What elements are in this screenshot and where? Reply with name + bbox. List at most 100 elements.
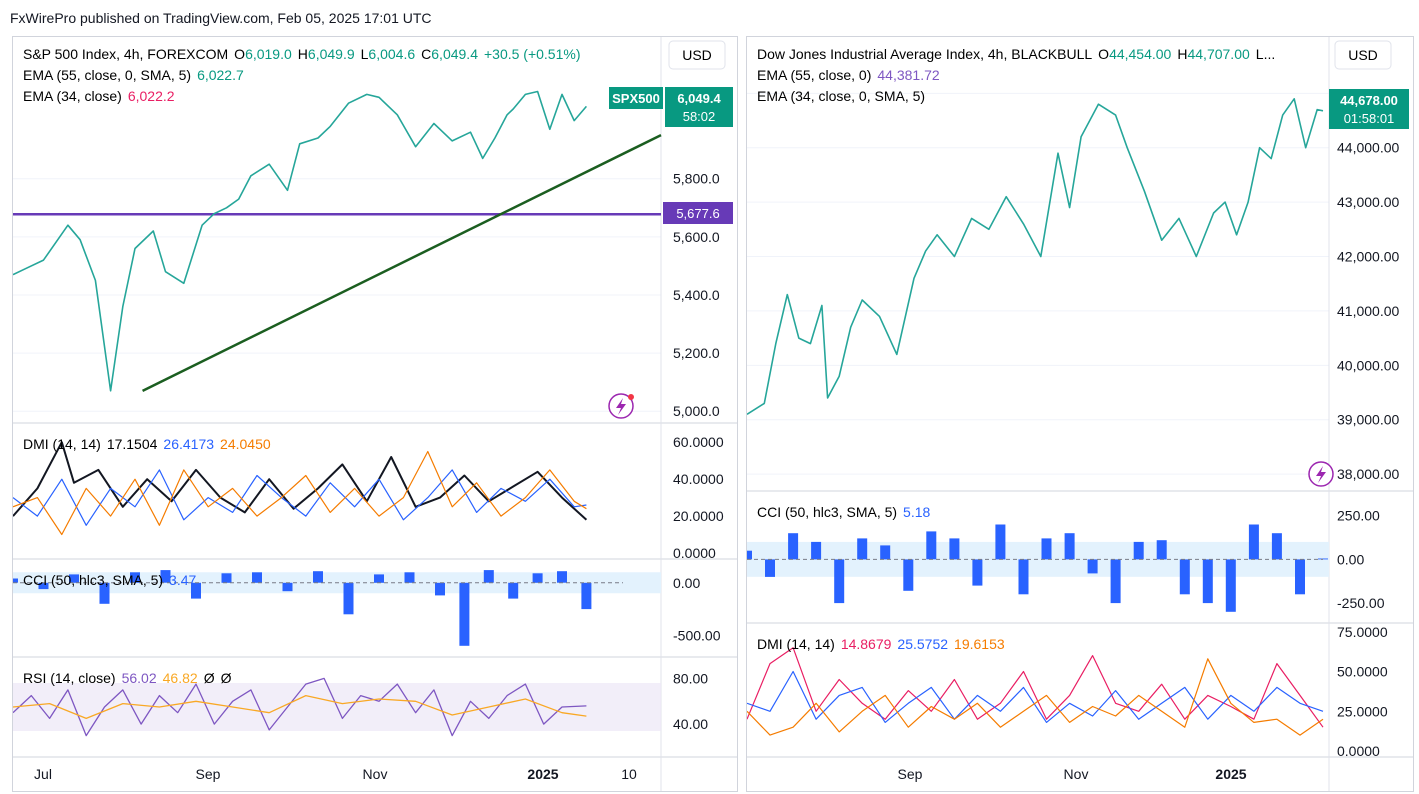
cci-bar — [1018, 559, 1029, 595]
sp500-price-line — [13, 90, 588, 392]
dmi-tick-label: 25.0000 — [1337, 703, 1388, 719]
sp500-cci-ticks: -500.00 0.00 — [673, 575, 721, 644]
dow-ema34-legend[interactable]: EMA (34, close, 0, SMA, 5) — [757, 88, 925, 104]
dow-price-plot — [747, 97, 1324, 415]
dow-grid — [747, 92, 1329, 475]
cci-bar — [995, 524, 1006, 560]
sp500-dmi-ticks: 0.0000 20.0000 40.0000 60.0000 — [673, 434, 724, 561]
cci-bar — [765, 559, 775, 577]
dow-dmi-legend[interactable]: DMI (14, 14) 14.8679 25.5752 19.6153 — [757, 636, 1005, 652]
cci-bar — [880, 545, 891, 560]
dow-ema55-legend[interactable]: EMA (55, close, 0) 44,381.72 — [757, 67, 940, 83]
dmi-tick-label: 40.0000 — [673, 471, 724, 487]
time-tick-label: 2025 — [527, 766, 558, 782]
cci-bar — [483, 570, 494, 583]
price-tick-label: 43,000.00 — [1337, 194, 1399, 210]
sp500-time-axis[interactable]: Jul Sep Nov 2025 10 — [34, 766, 637, 782]
cci-bar — [788, 533, 799, 560]
cci-bar — [1156, 540, 1167, 560]
dmi-line — [13, 450, 587, 536]
sp500-dmi-legend[interactable]: DMI (14, 14) 17.1504 26.4173 24.0450 — [23, 436, 271, 452]
cci-bar — [581, 582, 592, 610]
price-tick-label: 39,000.00 — [1337, 412, 1399, 428]
lightning-icon[interactable] — [608, 393, 634, 419]
price-tick-label: 38,000.00 — [1337, 466, 1399, 482]
sp500-ema55-legend[interactable]: EMA (55, close, 0, SMA, 5) 6,022.7 — [23, 67, 244, 83]
cci-bar — [374, 574, 384, 583]
countdown-badge-text: 58:02 — [683, 109, 716, 124]
dmi-line — [13, 441, 588, 521]
time-tick-label: Sep — [196, 766, 221, 782]
sp500-chart-svg[interactable]: 5,000.0 5,200.0 5,400.0 5,600.0 5,800.0 S&P … — [13, 37, 737, 791]
sp500-chart-panel[interactable]: 5,000.0 5,200.0 5,400.0 5,600.0 5,800.0 S&P … — [12, 36, 738, 792]
time-tick-label: Jul — [34, 766, 52, 782]
cci-bar — [69, 574, 79, 583]
price-tick-label: 44,000.00 — [1337, 140, 1399, 156]
dow-cci-legend[interactable]: CCI (50, hlc3, SMA, 5) 5.18 — [757, 504, 931, 520]
cci-bar — [1202, 559, 1213, 604]
dmi-tick-label: 50.0000 — [1337, 664, 1388, 680]
cci-bar — [282, 582, 293, 592]
price-tick-label: 40,000.00 — [1337, 357, 1399, 373]
dmi-tick-label: 20.0000 — [673, 508, 724, 524]
sp500-dmi-plot — [13, 441, 588, 536]
cci-bar — [811, 541, 822, 560]
rsi-tick-label: 40.00 — [673, 716, 708, 732]
cci-bar — [1110, 559, 1121, 604]
dmi-line — [13, 469, 587, 526]
cci-bar — [1295, 559, 1305, 595]
cci-bar — [508, 582, 519, 599]
dmi-tick-label: 0.0000 — [1337, 743, 1380, 759]
currency-button[interactable] — [668, 40, 726, 70]
time-tick-label: Sep — [898, 766, 923, 782]
lightning-icon[interactable] — [1308, 461, 1334, 487]
price-tick-label: 5,400.0 — [673, 287, 720, 303]
cci-bar — [99, 582, 110, 604]
time-tick-label: 10 — [621, 766, 637, 782]
dow-time-axis[interactable]: Sep Nov 2025 — [898, 766, 1247, 782]
cci-bar — [313, 571, 323, 583]
dow-chart-svg[interactable]: 38,000.00 39,000.00 40,000.00 41,000.00 42,0… — [747, 37, 1413, 791]
sp500-ema34-legend[interactable]: EMA (34, close) 6,022.2 — [23, 88, 175, 104]
price-badge-text: 6,049.4 — [677, 91, 721, 106]
cci-bar — [1179, 559, 1190, 595]
price-tick-label: 41,000.00 — [1337, 303, 1399, 319]
cci-bar — [130, 572, 140, 583]
price-tick-label: 5,800.0 — [673, 171, 720, 187]
currency-button[interactable] — [1334, 40, 1392, 70]
cci-bar — [343, 582, 354, 615]
cci-tick-label: 0.00 — [673, 575, 700, 591]
cci-tick-label: -250.00 — [1337, 595, 1385, 611]
dmi-tick-label: 0.0000 — [673, 545, 716, 561]
sp500-rsi-ticks: 40.00 80.00 — [673, 670, 708, 732]
dow-chart-panel[interactable]: 38,000.00 39,000.00 40,000.00 41,000.00 42,0… — [746, 36, 1414, 792]
cci-bar — [252, 572, 262, 583]
currency-label: USD — [1348, 47, 1378, 63]
cci-bar — [1225, 559, 1236, 612]
sp500-cci-legend[interactable]: CCI (50, hlc3, SMA, 5) 3.47 — [23, 572, 197, 588]
currency-label: USD — [682, 47, 712, 63]
cci-bar — [747, 550, 752, 560]
dmi-tick-label: 60.0000 — [673, 434, 724, 450]
cci-bar — [1041, 538, 1052, 560]
cci-tick-label: -500.00 — [673, 627, 721, 643]
dow-cci-plot — [747, 524, 1329, 612]
cci-bar — [38, 582, 49, 590]
sp500-price-plot — [13, 90, 662, 392]
sp500-price-ticks: 5,000.0 5,200.0 5,400.0 5,600.0 5,800.0 — [673, 171, 720, 420]
cci-bar — [160, 570, 171, 583]
price-badge-text: 44,678.00 — [1340, 93, 1398, 108]
cci-bar — [191, 582, 201, 599]
sp500-title: S&P 500 Index, 4h, FOREXCOM O6,019.0 H6,04… — [23, 46, 581, 62]
dow-price-line — [747, 97, 1324, 415]
sp500-rsi-legend[interactable]: RSI (14, close) 56.02 46.82 Ø Ø — [23, 670, 232, 686]
price-badge — [1329, 89, 1409, 129]
time-tick-label: Nov — [363, 766, 388, 782]
cci-bar — [926, 531, 937, 560]
countdown-badge-text: 01:58:01 — [1344, 111, 1395, 126]
cci-bar — [557, 571, 567, 583]
trendline — [142, 133, 662, 392]
cci-bar — [532, 573, 543, 583]
dmi-line — [747, 658, 1324, 736]
price-tick-label: 5,200.0 — [673, 345, 720, 361]
